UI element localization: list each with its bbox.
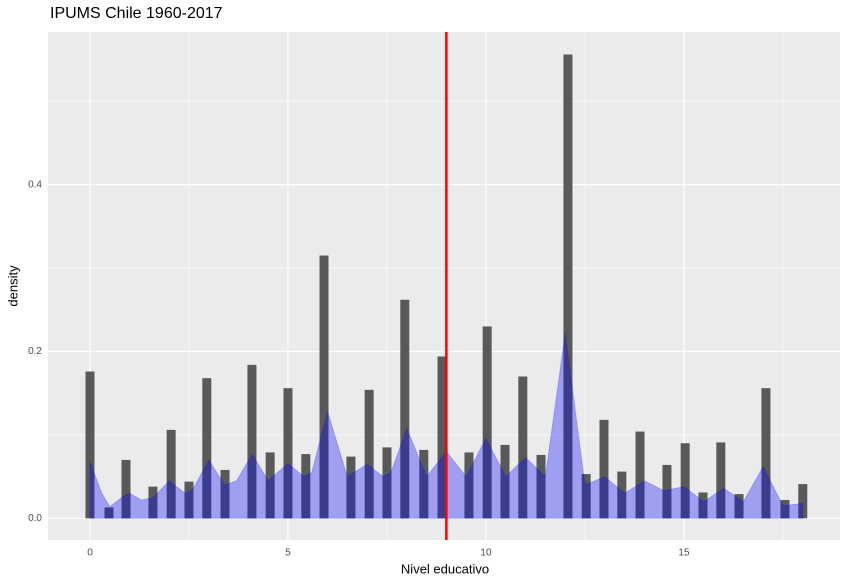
bar [346,456,356,519]
y-tick-label: 0.2 [28,346,42,357]
bar [104,507,114,519]
bar [536,454,546,519]
bar [437,356,447,519]
bar [184,481,194,519]
bar [247,364,257,519]
bar [283,388,293,519]
bar [121,459,131,519]
bar [662,464,672,519]
bar [581,474,591,519]
bar [617,471,627,519]
x-tick-label: 15 [678,548,690,559]
bar [265,452,275,519]
bar [482,326,492,519]
bar [761,388,771,519]
bar [400,299,410,519]
bar [419,449,429,519]
chart-title: IPUMS Chile 1960-2017 [50,5,223,22]
bar [798,484,808,519]
bar [716,442,726,519]
y-tick-label: 0.4 [28,179,42,190]
bar [220,469,230,519]
bar [599,419,609,519]
bar [563,54,573,519]
bar [734,494,744,519]
y-tick-label: 0.0 [28,513,42,524]
bar [148,486,158,519]
bar [780,499,790,519]
bar [85,371,95,519]
bar [464,452,474,519]
y-axis-label: density [5,265,20,307]
bar [518,376,528,519]
bar [319,255,329,519]
x-axis-label: Nivel educativo [401,561,489,576]
x-tick-label: 5 [285,548,291,559]
bar [166,429,176,519]
bar [698,492,708,519]
bar [500,444,510,519]
x-tick-label: 0 [87,548,93,559]
bar [680,443,690,519]
x-tick-label: 10 [480,548,492,559]
bar [635,431,645,519]
bar [301,454,311,519]
bar [202,378,212,519]
bar [364,389,374,519]
bar [382,447,392,519]
